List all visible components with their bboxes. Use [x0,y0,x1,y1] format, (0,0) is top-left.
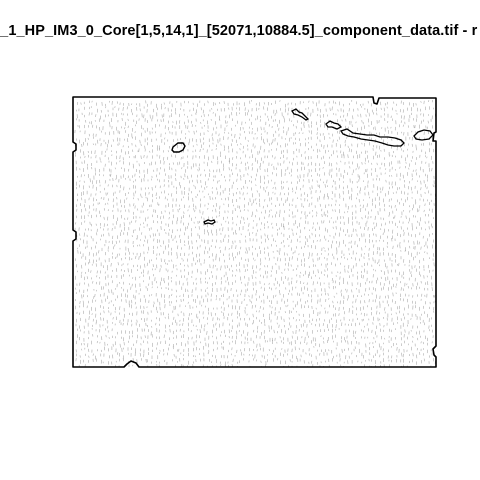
stipple-marks [74,99,436,367]
plot-title: 2_1_HP_IM3_0_Core[1,5,14,1]_[52071,10884… [0,23,478,39]
contour-small-center [203,219,216,225]
region-boundary [72,96,437,368]
contour-blob-left [171,142,186,153]
contour-elongated-right [339,128,405,147]
contour-mid-small [325,120,343,130]
contour-top-small [291,108,310,121]
contour-right-edge [413,129,434,141]
stipple-texture [74,99,436,367]
